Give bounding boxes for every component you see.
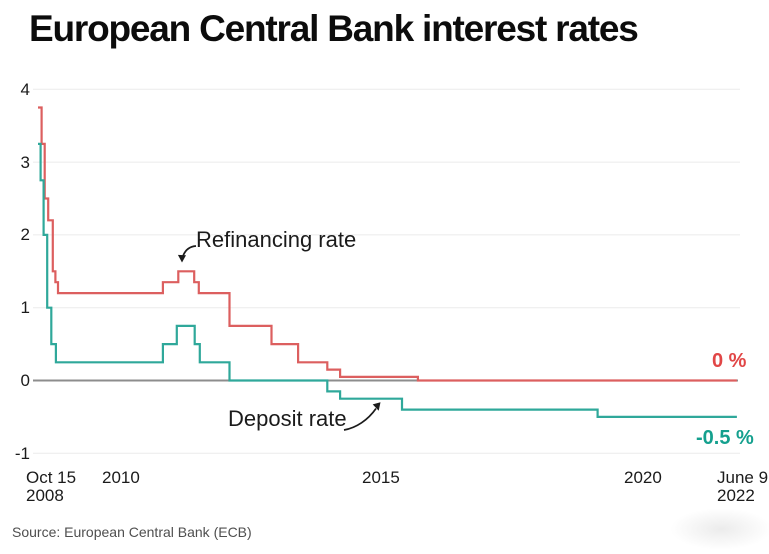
series-line-deposit [38, 142, 737, 418]
watermark-smudge [670, 508, 769, 550]
x-tick-label: 2015 [362, 469, 400, 487]
x-tick-line: 2010 [102, 468, 140, 487]
x-tick-line: June 9 [717, 468, 769, 487]
y-tick-label: 1 [20, 298, 30, 317]
x-tick-line: 2015 [362, 468, 400, 487]
series-line-refinancing [38, 106, 737, 382]
x-tick-label: 2020 [624, 469, 662, 487]
source-credit: Source: European Central Bank (ECB) [12, 524, 252, 540]
gridlines [33, 88, 740, 454]
x-tick-line: 2020 [624, 468, 662, 487]
x-tick-line: 2008 [26, 485, 64, 505]
x-tick-label: June 9 2022 [717, 469, 768, 504]
deposit-end-value-label: -0.5 % [696, 427, 754, 449]
y-tick-label: -1 [14, 444, 30, 463]
y-tick-label: 0 [20, 371, 30, 390]
refinancing-arrowhead-icon [177, 254, 186, 263]
refinancing-end-value-label: 0 % [712, 350, 747, 372]
y-tick-label: 2 [20, 225, 30, 244]
x-tick-line: 2022 [717, 485, 755, 505]
deposit-annotation-arrow [343, 408, 377, 431]
x-tick-label: Oct 15 2008 [26, 469, 76, 504]
deposit-rate-label: Deposit rate [228, 406, 347, 431]
chart-title: European Central Bank interest rates [29, 8, 639, 49]
x-tick-label: 2010 [102, 469, 140, 487]
refinancing-rate-label: Refinancing rate [196, 227, 357, 252]
y-tick-label: 4 [20, 80, 30, 99]
x-tick-line: Oct 15 [26, 468, 77, 487]
y-tick-label: 3 [20, 153, 30, 172]
deposit-arrowhead-icon [372, 402, 381, 411]
